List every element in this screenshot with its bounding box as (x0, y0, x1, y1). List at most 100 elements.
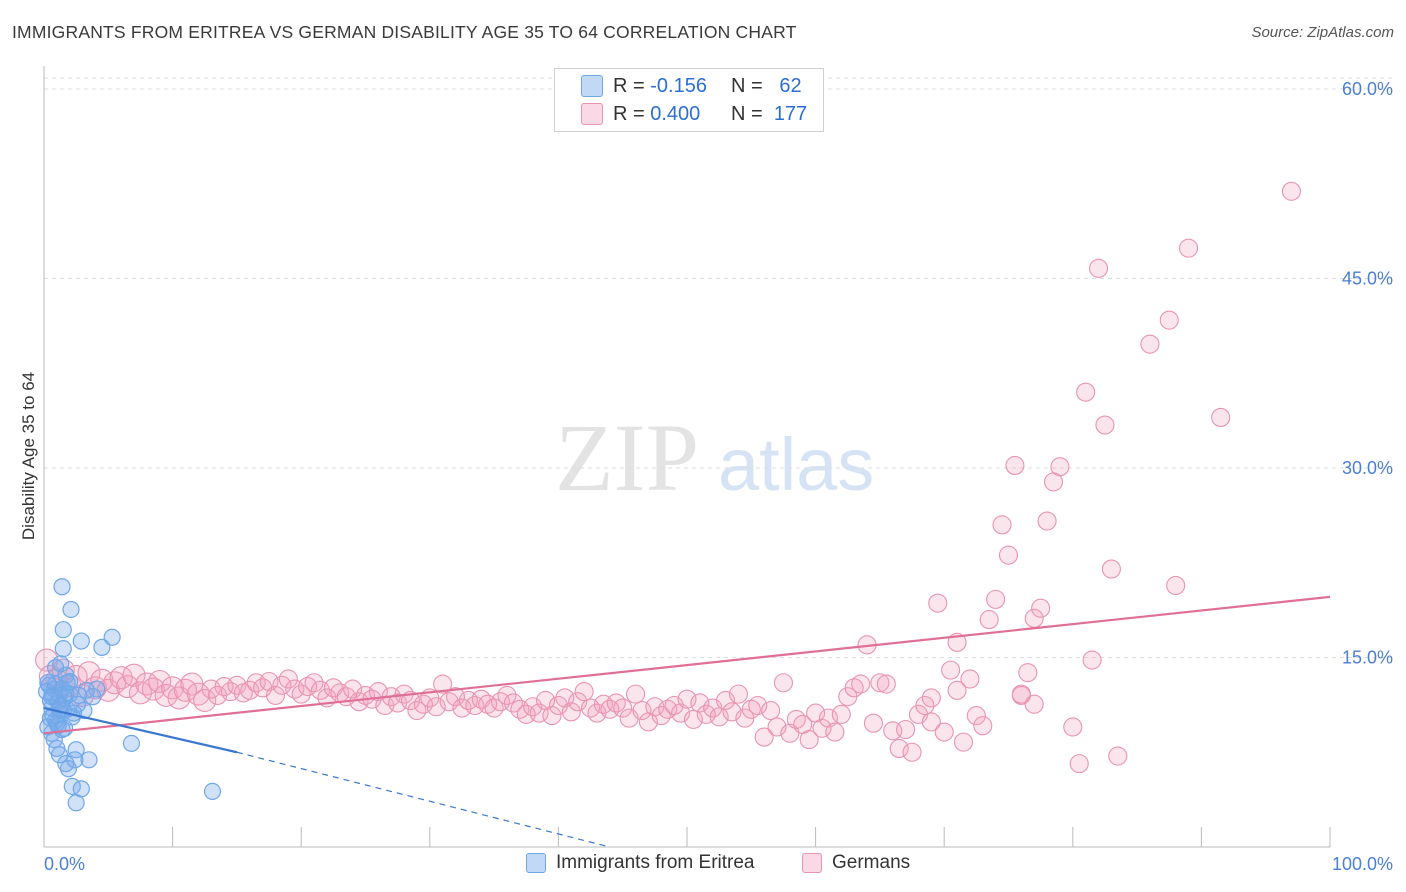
germans-point (1018, 663, 1038, 683)
germans-point (1063, 717, 1083, 737)
germans-point (1095, 415, 1115, 435)
germans-point (748, 695, 768, 716)
axis-labels: 15.0% 30.0% 45.0% 60.0% 0.0% 100.0% Disability… (19, 79, 1393, 874)
germans-point (915, 695, 935, 716)
germans-point (896, 719, 916, 740)
y-axis-label: Disability Age 35 to 64 (19, 372, 38, 540)
legend-n-eritrea: N = 62 (731, 75, 802, 98)
germans-point (941, 660, 961, 680)
germans-point (445, 687, 466, 707)
eritrea-point (54, 621, 72, 639)
germans-point (683, 709, 703, 729)
x-tick-label: 0.0% (44, 854, 85, 874)
eritrea-points (37, 578, 222, 812)
germans-point (1024, 694, 1044, 714)
germans-point (1211, 407, 1231, 427)
germans-point (818, 708, 839, 728)
eritrea-point (43, 688, 61, 706)
eritrea-point (57, 666, 75, 684)
eritrea-point (84, 688, 102, 706)
legend-n-value: 177 (773, 102, 808, 125)
germans-point (626, 684, 646, 704)
eritrea-trend-extension (236, 751, 610, 848)
eritrea-point (59, 760, 78, 778)
germans-point (227, 675, 247, 695)
legend-n-label: N = (731, 102, 769, 125)
eritrea-point (54, 640, 72, 658)
eritrea-point (93, 638, 111, 656)
germans-point (677, 689, 697, 709)
eritrea-point (80, 751, 98, 769)
legend-label-germans: Germans (832, 852, 911, 873)
legend-swatch-pink (581, 103, 603, 125)
germans-point (613, 698, 633, 718)
eritrea-point (203, 782, 222, 801)
legend-label-eritrea: Immigrants from Eritrea (556, 852, 755, 873)
eritrea-point (37, 682, 56, 701)
germans-point (1088, 258, 1109, 278)
legend-r-label: R = (613, 102, 651, 125)
axes (43, 66, 1331, 848)
germans-point (928, 593, 948, 613)
germans-point (1031, 598, 1051, 618)
germans-point (992, 515, 1012, 535)
legend-n-germans: N = 177 (731, 103, 807, 126)
germans-point (1050, 457, 1070, 477)
germans-point (1281, 181, 1301, 201)
germans-point (979, 610, 999, 630)
gridlines (44, 77, 1395, 658)
germans-point (542, 706, 562, 726)
germans-point (1178, 238, 1199, 258)
germans-point (966, 706, 986, 726)
germans-point (690, 693, 710, 713)
eritrea-point (103, 628, 121, 646)
germans-point (1082, 650, 1102, 670)
y-tick-label: 30.0% (1342, 458, 1393, 478)
germans-point (193, 688, 217, 712)
germans-point (709, 707, 729, 727)
germans-point (786, 709, 806, 729)
eritrea-trend-line (43, 706, 238, 754)
series-legend: Immigrants from Eritrea Germans (0, 852, 1406, 878)
germans-point (259, 671, 279, 692)
legend-r-germans: R = 0.400 (613, 103, 700, 126)
eritrea-point (68, 695, 87, 713)
legend-item-eritrea: Immigrants from Eritrea (526, 852, 754, 874)
germans-point (761, 701, 781, 721)
germans-point (1005, 455, 1025, 475)
germans-point (1166, 575, 1186, 596)
legend-swatch-blue (526, 853, 546, 873)
germans-point (77, 661, 101, 685)
germans-point (368, 682, 388, 702)
germans-point (1011, 684, 1031, 704)
germans-point (876, 674, 896, 694)
germans-point (921, 712, 941, 732)
germans-point (1069, 754, 1089, 774)
germans-point (831, 704, 851, 724)
germans-point (1140, 334, 1160, 354)
eritrea-point (53, 578, 71, 596)
germans-point (426, 697, 446, 717)
germans-point (173, 678, 198, 702)
eritrea-point (77, 681, 96, 699)
germans-point (1159, 310, 1179, 330)
germans-point (998, 545, 1019, 565)
germans-point (921, 688, 941, 708)
germans-point (902, 742, 922, 762)
germans-point (812, 718, 832, 738)
germans-point (1108, 746, 1128, 766)
legend-n-label: N = (731, 74, 769, 97)
germans-point (304, 673, 324, 693)
eritrea-point (39, 674, 57, 692)
chart-title: IMMIGRANTS FROM ERITREA VS GERMAN DISABI… (12, 22, 797, 42)
germans-point (122, 663, 146, 687)
germans-point (947, 680, 967, 700)
eritrea-point (62, 600, 80, 619)
germans-point (863, 713, 884, 733)
germans-point (1076, 382, 1096, 402)
eritrea-point (66, 751, 84, 769)
stats-legend: R = -0.156 N = 62 R = 0.400 N = 177 (554, 68, 824, 132)
germans-point (1101, 559, 1121, 579)
germans-point (973, 716, 993, 736)
